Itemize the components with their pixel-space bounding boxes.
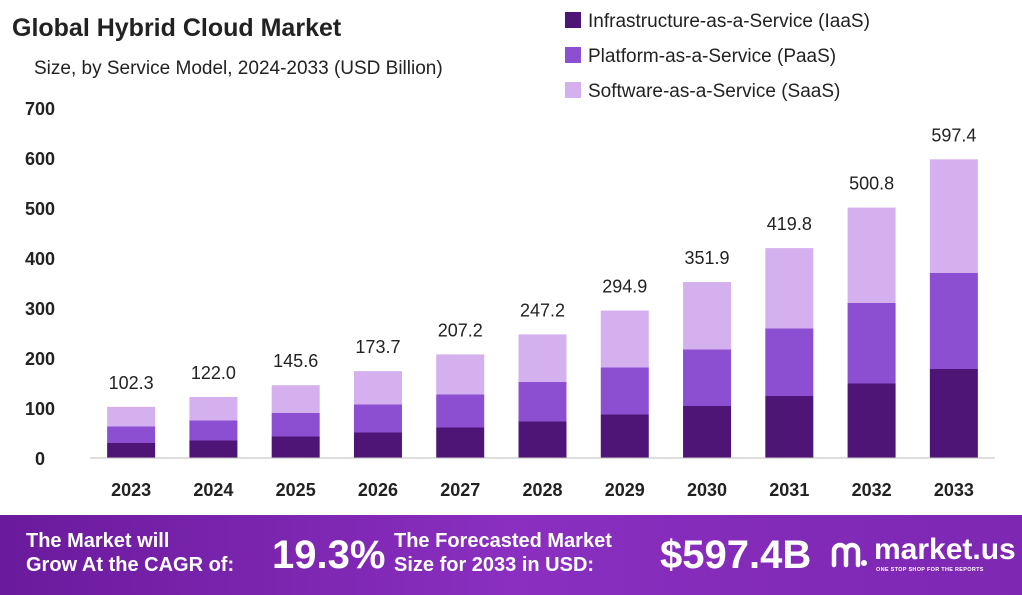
y-tick-label: 200 — [25, 349, 55, 369]
bar-2032-iaas — [847, 383, 896, 458]
chart-subtitle: Size, by Service Model, 2024-2033 (USD B… — [34, 58, 443, 79]
brand-name: market.us — [874, 533, 1016, 566]
bars — [107, 159, 978, 458]
total-label: 122.0 — [191, 363, 236, 383]
bar-2030-iaas — [683, 406, 732, 458]
chart: Global Hybrid Cloud Market Size, by Serv… — [12, 11, 995, 500]
x-tick-label: 2031 — [769, 480, 809, 500]
cagr-value: 19.3% — [272, 533, 386, 577]
legend-label: Software-as-a-Service (SaaS) — [588, 81, 840, 102]
bar-2025-paas — [271, 413, 320, 437]
bar-2029-saas — [600, 310, 649, 368]
y-tick-label: 300 — [25, 299, 55, 319]
total-label: 500.8 — [849, 174, 894, 194]
total-label: 419.8 — [767, 214, 812, 234]
bar-2026-paas — [353, 404, 402, 433]
total-label: 351.9 — [685, 248, 730, 268]
bar-2031-iaas — [765, 396, 814, 458]
y-axis: 0 100 200 300 400 500 600 700 — [25, 99, 55, 469]
total-label: 597.4 — [931, 125, 976, 145]
forecast-label: The Forecasted Market Size for 2033 in U… — [394, 529, 612, 577]
y-tick-label: 600 — [25, 149, 55, 169]
bar-2028-saas — [518, 334, 567, 382]
x-tick-label: 2028 — [522, 480, 562, 500]
bar-2023-iaas — [107, 443, 156, 458]
y-tick-label: 500 — [25, 199, 55, 219]
bar-2030-paas — [683, 349, 732, 406]
total-label: 173.7 — [355, 337, 400, 357]
x-tick-label: 2024 — [193, 480, 233, 500]
bar-2024-paas — [189, 420, 238, 441]
total-label: 102.3 — [109, 373, 154, 393]
y-tick-label: 100 — [25, 399, 55, 419]
x-tick-label: 2032 — [852, 480, 892, 500]
bar-2027-saas — [436, 354, 485, 395]
y-tick-label: 0 — [35, 449, 45, 469]
bar-2025-saas — [271, 385, 320, 413]
x-tick-label: 2025 — [276, 480, 316, 500]
brand-tagline: ONE STOP SHOP FOR THE REPORTS — [876, 567, 984, 573]
footer-banner: The Market will Grow At the CAGR of: 19.… — [0, 515, 1022, 595]
bar-2032-saas — [847, 207, 896, 303]
bar-2033-paas — [929, 273, 978, 369]
bar-2025-iaas — [271, 436, 320, 458]
y-tick-label: 700 — [25, 99, 55, 119]
bar-2031-saas — [765, 248, 814, 329]
bar-2033-iaas — [929, 369, 978, 458]
bar-2027-paas — [436, 394, 485, 428]
bar-2023-paas — [107, 426, 156, 443]
legend: Infrastructure-as-a-Service (IaaS) Platfo… — [565, 11, 870, 102]
x-tick-label: 2030 — [687, 480, 727, 500]
bar-2027-iaas — [436, 427, 485, 458]
bar-2029-iaas — [600, 414, 649, 458]
x-tick-label: 2029 — [605, 480, 645, 500]
total-label: 294.9 — [602, 277, 647, 297]
bar-2023-saas — [107, 406, 156, 427]
forecast-label-line1: The Forecasted Market — [394, 530, 612, 552]
x-axis: 2023 2024 2025 2026 2027 2028 2029 2030 2031 2032… — [111, 480, 974, 500]
forecast-label-line2: Size for 2033 in USD: — [394, 554, 595, 576]
total-label: 145.6 — [273, 351, 318, 371]
bar-2026-saas — [353, 371, 402, 405]
bar-2032-paas — [847, 303, 896, 384]
x-tick-label: 2033 — [934, 480, 974, 500]
bar-2028-iaas — [518, 421, 567, 458]
cagr-label-line1: The Market will — [26, 530, 170, 552]
forecast-value: $597.4B — [660, 533, 812, 577]
x-tick-label: 2027 — [440, 480, 480, 500]
bar-2031-paas — [765, 328, 814, 396]
total-labels: 102.3 122.0 145.6 173.7 207.2 247.2 294.9 351.9… — [109, 125, 977, 393]
bar-2030-saas — [683, 282, 732, 350]
bar-2029-paas — [600, 367, 649, 415]
legend-label: Platform-as-a-Service (PaaS) — [588, 46, 836, 67]
legend-label: Infrastructure-as-a-Service (IaaS) — [588, 11, 870, 32]
cagr-label-line2: Grow At the CAGR of: — [26, 554, 235, 576]
legend-swatch-paas — [565, 47, 581, 63]
bar-2024-iaas — [189, 440, 238, 458]
cagr-label: The Market will Grow At the CAGR of: — [26, 529, 234, 577]
bar-2033-saas — [929, 159, 978, 273]
legend-swatch-saas — [565, 82, 581, 98]
total-label: 247.2 — [520, 300, 565, 320]
legend-swatch-iaas — [565, 12, 581, 28]
bar-2024-saas — [189, 397, 238, 421]
bar-2028-paas — [518, 382, 567, 422]
y-tick-label: 400 — [25, 249, 55, 269]
chart-title: Global Hybrid Cloud Market — [12, 14, 342, 42]
x-tick-label: 2026 — [358, 480, 398, 500]
market-us-logo-icon — [831, 542, 867, 568]
brand-logo[interactable]: market.us ONE STOP SHOP FOR THE REPORTS — [830, 531, 1016, 581]
x-tick-label: 2023 — [111, 480, 151, 500]
total-label: 207.2 — [438, 320, 483, 340]
bar-2026-iaas — [353, 432, 402, 458]
